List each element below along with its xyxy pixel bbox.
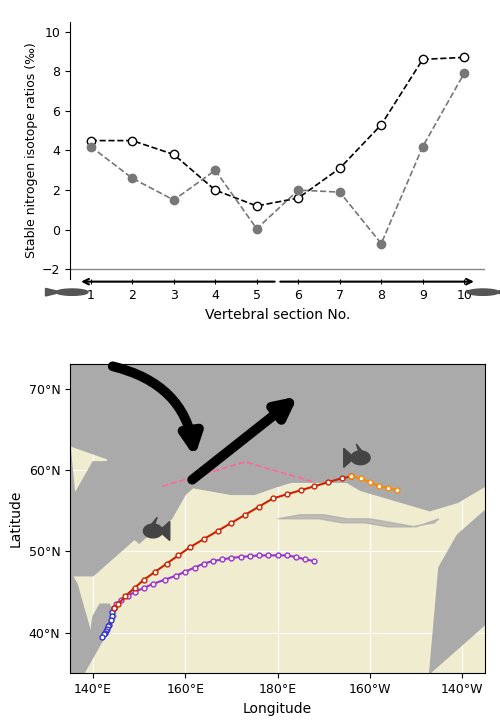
Polygon shape — [152, 517, 157, 524]
Polygon shape — [430, 510, 485, 673]
Polygon shape — [278, 515, 439, 527]
Polygon shape — [70, 445, 199, 576]
Polygon shape — [46, 288, 56, 296]
Polygon shape — [467, 289, 499, 295]
Y-axis label: Stable nitrogen isotope ratios (‰): Stable nitrogen isotope ratios (‰) — [24, 43, 38, 258]
Polygon shape — [70, 364, 485, 494]
Polygon shape — [70, 605, 116, 678]
X-axis label: Vertebral section No.: Vertebral section No. — [205, 308, 350, 321]
Polygon shape — [278, 364, 485, 510]
Polygon shape — [351, 451, 370, 465]
Polygon shape — [144, 524, 163, 538]
Polygon shape — [70, 576, 93, 673]
Y-axis label: Latitude: Latitude — [9, 490, 23, 547]
X-axis label: Longitude: Longitude — [243, 702, 312, 715]
Polygon shape — [344, 448, 351, 467]
Polygon shape — [356, 444, 362, 451]
Polygon shape — [162, 521, 170, 541]
Polygon shape — [56, 289, 88, 295]
Polygon shape — [499, 288, 500, 296]
